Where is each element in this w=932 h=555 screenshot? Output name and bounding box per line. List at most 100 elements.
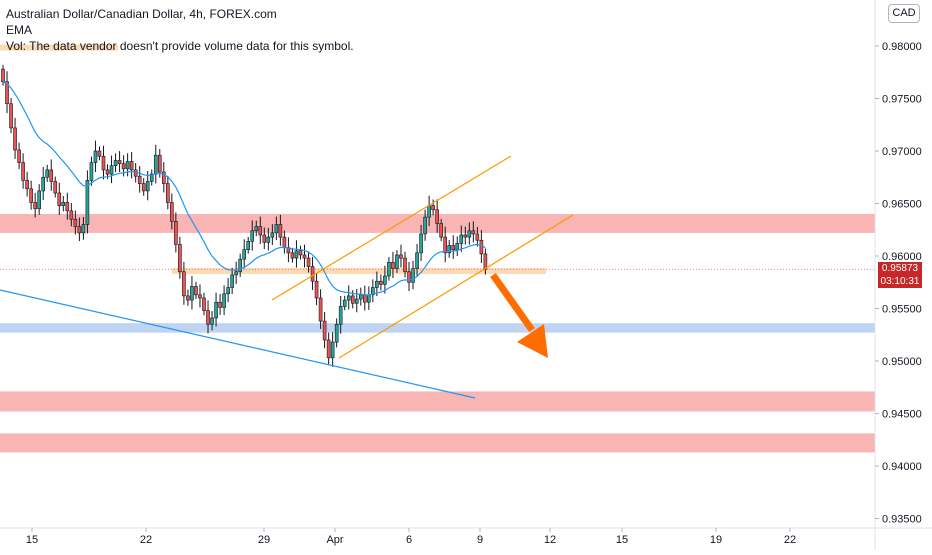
x-tick-label: 9 (477, 534, 483, 546)
top-left-marker (0, 44, 118, 51)
candle-down (77, 226, 82, 234)
candle-up (250, 230, 255, 242)
channel-upper-line (271, 155, 512, 301)
candle-up (294, 250, 299, 259)
candle-down (202, 297, 206, 311)
support-zone-red (0, 391, 875, 412)
x-tick-label: Apr (326, 534, 343, 546)
y-tick-label: 0.95000 (882, 356, 922, 368)
candle-down (206, 310, 210, 325)
candle-down (133, 169, 138, 177)
candle-down (117, 160, 122, 164)
candle-down (21, 162, 25, 181)
candle-up (423, 216, 427, 235)
candle-up (125, 161, 130, 170)
candle-up (358, 294, 363, 300)
candle-up (246, 241, 251, 251)
candle-down (182, 271, 186, 297)
candle-down (9, 103, 13, 129)
support-level-band (172, 267, 546, 274)
candle-down (69, 210, 74, 220)
candle-up (419, 233, 423, 254)
candle-down (101, 155, 106, 171)
bearish-arrow-shaft (490, 272, 535, 333)
candle-down (302, 254, 307, 259)
candle-up (459, 234, 464, 244)
candle-down (463, 234, 468, 238)
candle-down (443, 236, 448, 254)
candle-up (354, 298, 359, 304)
symbol-title: Australian Dollar/Canadian Dollar, 4h, F… (6, 7, 277, 21)
candle-down (290, 252, 295, 259)
candle-up (93, 150, 98, 163)
channel-lower-line (338, 214, 574, 359)
candle-down (407, 271, 411, 283)
candle-down (178, 244, 182, 273)
x-tick-label: 29 (258, 534, 270, 546)
candle-down (105, 169, 110, 175)
y-tick-label: 0.97000 (882, 146, 922, 158)
candle-up (222, 293, 226, 308)
candle-up (371, 287, 375, 296)
candle-down (33, 202, 37, 210)
last-price-tag: 0.95873 03:10:31 (878, 262, 922, 288)
candle-up (89, 162, 94, 181)
candle-up (214, 301, 218, 319)
x-tick-label: 22 (140, 534, 152, 546)
candle-down (362, 294, 367, 303)
chart-legend: Australian Dollar/Canadian Dollar, 4h, F… (6, 6, 354, 54)
candle-up (447, 245, 452, 254)
candle-up (467, 230, 472, 238)
candle-down (25, 180, 29, 190)
candle-up (274, 224, 279, 234)
candle-up (338, 306, 343, 325)
x-tick-label: 22 (784, 534, 796, 546)
candle-up (411, 268, 415, 283)
candle-down (318, 297, 323, 322)
candle-down (258, 226, 263, 236)
candle-up (61, 202, 66, 206)
candle-up (210, 317, 214, 325)
candle-up (266, 236, 271, 243)
candle-down (174, 221, 178, 245)
candle-down (17, 149, 21, 163)
candle-down (1, 68, 5, 82)
candle-down (186, 295, 190, 301)
candle-down (399, 254, 403, 259)
candle-up (238, 258, 242, 273)
y-tick-label: 0.98000 (882, 41, 922, 53)
candle-up (395, 254, 399, 269)
candle-up (234, 271, 238, 276)
candle-down (141, 183, 146, 192)
candle-up (383, 275, 387, 285)
candle-down (170, 202, 174, 222)
candle-down (13, 127, 17, 151)
candle-up (415, 252, 419, 269)
candle-up (334, 323, 339, 343)
candle-up (37, 190, 41, 210)
candle-down (198, 294, 202, 299)
candle-up (342, 299, 347, 307)
candle-up (145, 181, 150, 192)
candle-up (41, 176, 46, 192)
candle-down (306, 257, 311, 267)
last-price-value: 0.95873 (881, 263, 919, 274)
candle-down (431, 205, 435, 211)
ema-line (2, 81, 486, 296)
x-tick-label: 6 (406, 534, 412, 546)
currency-badge[interactable]: CAD (888, 4, 920, 23)
candle-down (5, 81, 9, 105)
candle-up (375, 280, 379, 288)
candle-down (218, 301, 222, 308)
candle-down (166, 183, 170, 203)
support-zone-red (0, 433, 875, 453)
candle-down (282, 236, 287, 248)
candle-up (242, 249, 246, 260)
candle-up (455, 243, 460, 250)
candle-up (427, 205, 431, 218)
y-tick-label: 0.94000 (882, 461, 922, 473)
candle-down (194, 286, 198, 296)
candle-down (479, 239, 484, 255)
